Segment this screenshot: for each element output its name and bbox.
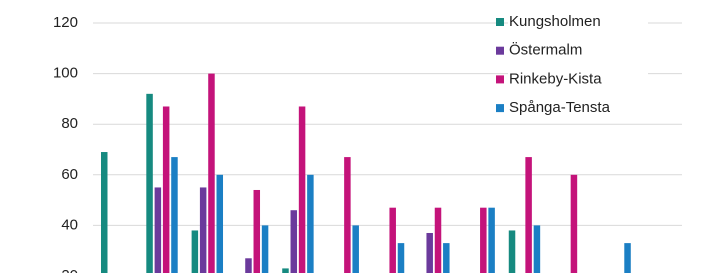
y-tick-label: 80 xyxy=(61,115,78,132)
y-tick-label: 60 xyxy=(61,166,78,183)
legend-swatch xyxy=(496,46,504,55)
legend-label: Rinkeby-Kista xyxy=(509,70,602,87)
bar xyxy=(397,243,405,273)
bar xyxy=(261,225,269,273)
bar xyxy=(298,106,306,273)
bar xyxy=(245,258,252,273)
bar xyxy=(208,73,215,273)
legend-bg xyxy=(508,40,648,61)
bar xyxy=(344,157,351,273)
bar xyxy=(307,174,314,273)
bar xyxy=(389,207,396,273)
bar xyxy=(154,187,162,273)
y-tick-label: 20 xyxy=(61,267,78,273)
bar xyxy=(199,187,207,273)
bar xyxy=(253,189,261,273)
legend-label: Spånga-Tensta xyxy=(509,99,611,116)
bar xyxy=(171,157,178,273)
y-tick-label: 40 xyxy=(61,216,78,233)
bar xyxy=(480,207,487,273)
bar xyxy=(434,207,442,273)
legend-label: Kungsholmen xyxy=(509,13,601,30)
bar xyxy=(352,225,359,273)
bar xyxy=(443,243,450,273)
legend-bg xyxy=(508,12,648,32)
bar xyxy=(101,152,108,273)
bar xyxy=(488,207,495,273)
legend-bg xyxy=(508,98,648,119)
y-tick-label: 100 xyxy=(53,65,78,82)
legend-bg xyxy=(508,69,648,90)
y-tick-label: 120 xyxy=(53,14,78,31)
bar xyxy=(146,93,153,273)
legend-swatch xyxy=(496,18,504,26)
legend-swatch xyxy=(496,75,504,84)
legend-swatch xyxy=(496,104,504,113)
bar xyxy=(426,232,433,273)
bar xyxy=(216,174,224,273)
bar xyxy=(191,230,199,273)
bar xyxy=(282,268,289,273)
legend-label: Östermalm xyxy=(509,41,582,59)
bar xyxy=(525,157,532,273)
bar xyxy=(624,243,631,273)
bar xyxy=(162,106,170,273)
bar xyxy=(570,174,578,273)
bar xyxy=(508,230,516,273)
bar xyxy=(533,225,541,273)
bar xyxy=(290,210,298,273)
